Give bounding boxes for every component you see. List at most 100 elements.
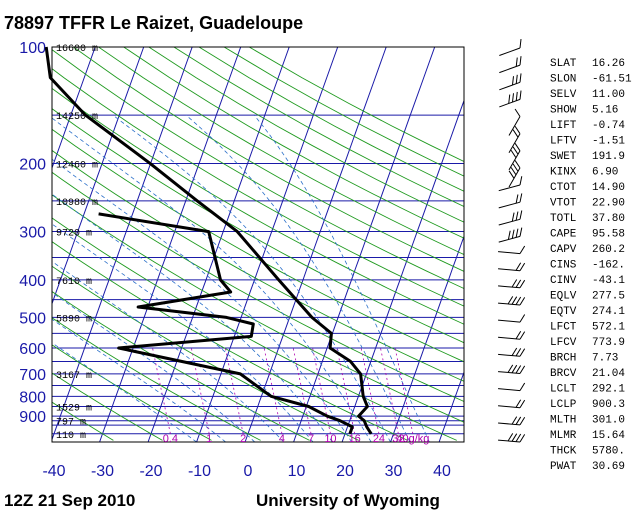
index-value: 95.58 — [592, 229, 625, 241]
index-value: 7.73 — [592, 353, 618, 365]
height-label: 14250 m — [56, 112, 98, 123]
pressure-tick-label: 600 — [19, 341, 46, 358]
mixing-ratio-label: 40g/kg — [396, 433, 429, 445]
index-value: 16.26 — [592, 58, 625, 70]
moist-adiabat — [52, 117, 372, 442]
isotherm — [196, 47, 339, 442]
pressure-tick-label: 500 — [19, 310, 46, 327]
moist-adiabat — [112, 114, 391, 442]
pressure-tick-label: 400 — [19, 273, 46, 290]
height-label: 16600 m — [56, 44, 98, 55]
index-label: CINS — [550, 260, 577, 272]
index-label: SLON — [550, 74, 576, 86]
wind-barb-feather — [511, 93, 515, 103]
wind-barb — [498, 399, 526, 409]
wind-barb — [498, 296, 526, 306]
wind-barb-feather — [511, 416, 518, 425]
mixing-ratio-label: 1 — [206, 433, 212, 445]
mixing-ratio-label: 10 — [324, 433, 336, 445]
index-label: THCK — [550, 446, 577, 458]
index-value: 773.9 — [592, 337, 625, 349]
index-label: LCLT — [550, 384, 577, 396]
wind-barb — [498, 193, 523, 209]
index-value: 5.16 — [592, 105, 618, 117]
dry-adiabat — [52, 317, 261, 441]
wind-barb-feather — [507, 296, 514, 305]
index-value: 274.1 — [592, 306, 625, 318]
temperature-trace — [44, 46, 373, 435]
wind-barb-staff — [498, 184, 521, 192]
wind-barb — [498, 382, 526, 392]
mixing-ratio-label: 24 — [373, 433, 385, 445]
dry-adiabat — [98, 47, 464, 256]
index-label: CAPV — [550, 244, 577, 256]
wind-barb-feather — [512, 146, 519, 155]
wind-barb-feather — [514, 125, 521, 134]
chart-title: 78897 TFFR Le Raizet, Guadeloupe — [4, 13, 303, 33]
wind-barb-staff — [508, 133, 521, 154]
dry-adiabat — [52, 291, 310, 441]
wind-barb-feather — [515, 211, 519, 221]
wind-barb-feather — [519, 193, 523, 203]
wind-barb-feather — [507, 230, 511, 240]
wind-barb-feather — [507, 364, 514, 373]
wind-barb-feather — [514, 143, 521, 152]
height-label: 10980 m — [56, 198, 98, 209]
wind-barb — [498, 416, 526, 426]
index-label: BRCH — [550, 353, 576, 365]
wind-barb-feather — [507, 433, 514, 442]
index-label: SHOW — [550, 105, 577, 117]
index-value: 292.1 — [592, 384, 625, 396]
wind-barb-feather — [515, 416, 522, 425]
index-value: -162. — [592, 260, 625, 272]
wind-barb-feather — [519, 297, 526, 306]
mixing-ratio-label: 0.4 — [163, 433, 178, 445]
wind-barb-staff — [508, 167, 521, 188]
wind-barb-feather — [511, 296, 518, 305]
index-value: 301.0 — [592, 415, 625, 427]
temperature-tick-label: 30 — [385, 463, 403, 480]
wind-barb-feather — [515, 330, 522, 340]
height-label: 9720 m — [56, 229, 92, 240]
wind-barb-feather — [519, 90, 522, 100]
mixing-ratio-label: 32 — [392, 433, 404, 445]
isotherm — [390, 234, 464, 442]
wind-barb — [498, 433, 526, 443]
temperature-tick-label: 20 — [336, 463, 354, 480]
moist-adiabat — [52, 342, 197, 442]
wind-barb-staff — [499, 47, 521, 56]
mixing-ratio-label: 7 — [308, 433, 314, 445]
height-label: 110 m — [56, 431, 86, 442]
wind-barb-feather — [519, 39, 522, 49]
index-value: 15.64 — [592, 430, 625, 442]
dry-adiabat — [52, 171, 464, 402]
index-label: KINX — [550, 167, 577, 179]
pressure-tick-label: 200 — [19, 156, 46, 173]
wind-barb — [498, 227, 523, 243]
dry-adiabat — [52, 149, 464, 382]
wind-barb-feather — [515, 433, 522, 442]
wind-barb — [499, 90, 522, 108]
pressure-tick-label: 900 — [19, 409, 46, 426]
index-value: 6.90 — [592, 167, 618, 179]
wind-barb-feather — [519, 331, 526, 340]
wind-barb-staff — [498, 251, 521, 255]
pressure-tick-label: 100 — [19, 40, 46, 57]
wind-barb-staff — [499, 81, 521, 91]
wind-barb-feather — [515, 365, 522, 374]
wind-barb-feather — [511, 347, 518, 356]
wind-barb-feather — [515, 91, 518, 101]
index-value: 572.1 — [592, 322, 625, 334]
wind-barb-feather — [519, 434, 526, 443]
wind-barb — [498, 330, 526, 340]
wind-barb — [508, 125, 521, 154]
temperature-tick-label: -10 — [188, 463, 211, 480]
wind-barb-feather — [515, 228, 519, 238]
wind-barb-staff — [508, 150, 521, 171]
mixing-ratio-label: 2 — [240, 433, 246, 445]
wind-barb-feather — [511, 433, 518, 442]
moist-adiabat — [52, 193, 333, 442]
wind-barb-feather — [515, 57, 518, 67]
index-value: 5780. — [592, 446, 625, 458]
isotherm — [244, 47, 387, 442]
